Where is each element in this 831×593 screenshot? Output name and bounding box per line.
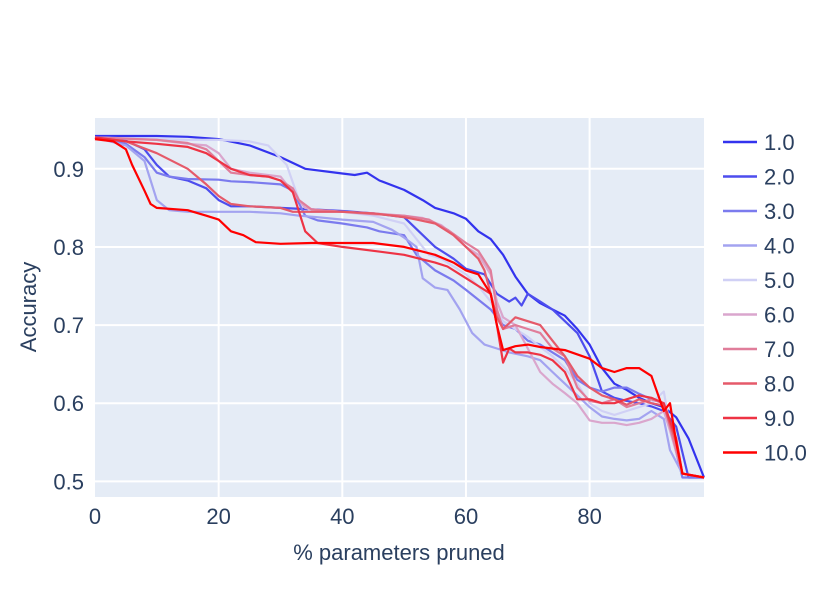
- series-line-4.0: [94, 136, 705, 479]
- y-tick-label: 0.5: [53, 469, 84, 494]
- legend-label: 4.0: [764, 234, 795, 259]
- legend-label: 10.0: [764, 441, 807, 466]
- y-tick-label: 0.7: [53, 313, 84, 338]
- x-tick-label: 0: [89, 504, 101, 529]
- legend-label: 5.0: [764, 268, 795, 293]
- plot-background: [95, 118, 704, 497]
- legend: 1.0 2.0 3.0 4.0 5.0 6.0 7.0 8.0 9.0 10.0: [723, 130, 807, 466]
- y-tick-label: 0.9: [53, 157, 84, 182]
- x-axis-title: % parameters pruned: [293, 540, 505, 565]
- legend-label: 1.0: [764, 130, 795, 155]
- series-line-5.0: [94, 136, 705, 479]
- series-line-1.0: [95, 134, 706, 478]
- x-axis-ticks: 0 20 40 60 80: [89, 504, 602, 529]
- y-axis-ticks: 0.5 0.6 0.7 0.8 0.9: [53, 157, 84, 495]
- series-line-10.0: [94, 138, 705, 479]
- x-tick-label: 40: [330, 504, 354, 529]
- x-tick-label: 80: [577, 504, 601, 529]
- legend-label: 2.0: [764, 165, 795, 190]
- x-tick-label: 20: [206, 504, 230, 529]
- legend-label: 9.0: [764, 406, 795, 431]
- y-tick-label: 0.8: [53, 235, 84, 260]
- legend-label: 8.0: [764, 372, 795, 397]
- series-line-6.0: [94, 136, 705, 479]
- series-line-9.0: [94, 136, 705, 479]
- x-tick-label: 60: [454, 504, 478, 529]
- series-lines: [94, 134, 706, 479]
- gridlines: [95, 118, 704, 497]
- legend-label: 3.0: [764, 199, 795, 224]
- series-line-8.0: [94, 136, 705, 479]
- series-line-3.0: [94, 136, 704, 479]
- y-axis-title: Accuracy: [16, 262, 41, 352]
- y-tick-label: 0.6: [53, 391, 84, 416]
- legend-label: 7.0: [764, 337, 795, 362]
- legend-label: 6.0: [764, 303, 795, 328]
